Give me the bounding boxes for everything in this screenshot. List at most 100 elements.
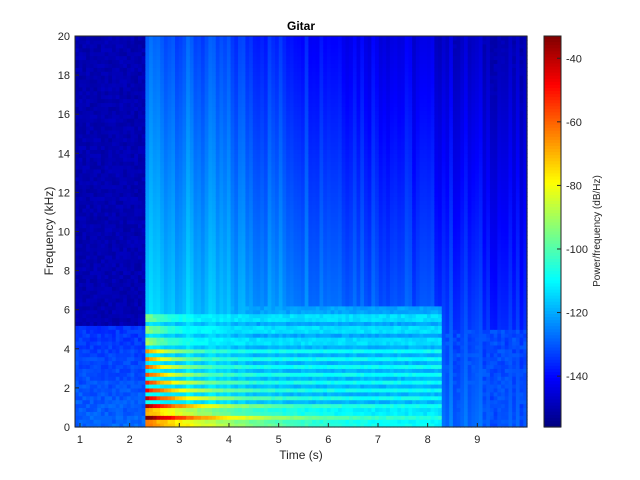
spectrogram-cell (123, 168, 128, 174)
spectrogram-cell (93, 141, 98, 147)
spectrogram-cell (145, 172, 150, 178)
spectrogram-cell (212, 145, 217, 150)
spectrogram-cell (78, 129, 83, 135)
spectrogram-cell (219, 239, 224, 244)
spectrogram-cell (104, 71, 109, 76)
spectrogram-cell (97, 215, 102, 221)
spectrogram-cell (97, 239, 102, 244)
spectrogram-cell (212, 266, 217, 272)
spectrogram-cell (78, 387, 83, 393)
spectrogram-cell (104, 415, 109, 420)
spectrogram-cell (241, 270, 247, 276)
spectrogram-cell (163, 313, 169, 319)
spectrogram-cell (252, 59, 258, 64)
spectrogram-cell (182, 223, 187, 229)
spectrogram-cell (204, 235, 209, 240)
spectrogram-cell (104, 407, 109, 412)
spectrogram-cell (200, 325, 206, 330)
spectrogram-cell (200, 63, 206, 68)
spectrogram-cell (97, 415, 102, 420)
spectrogram-cell (226, 141, 232, 147)
spectrogram-cell (78, 51, 83, 57)
spectrogram-cell (226, 309, 232, 315)
spectrogram-cell (115, 297, 121, 303)
spectrogram-cell (256, 192, 261, 197)
spectrogram-cell (245, 258, 250, 264)
spectrogram-cell (141, 59, 146, 64)
spectrogram-cell (167, 129, 172, 135)
spectrogram-cell (182, 153, 187, 158)
spectrogram-cell (200, 161, 206, 166)
spectrogram-cell (100, 399, 106, 405)
spectrogram-cell (212, 82, 217, 88)
spectrogram-cell (226, 133, 232, 139)
spectrogram-cell (186, 188, 191, 193)
spectrogram-cell (152, 36, 158, 41)
spectrogram-cell (97, 395, 102, 401)
spectrogram-cell (175, 333, 180, 338)
spectrogram-cell (119, 39, 124, 45)
spectrogram-cell (141, 286, 146, 291)
spectrogram-cell (152, 51, 158, 57)
spectrogram-cell (249, 223, 254, 229)
spectrogram-cell (178, 251, 184, 256)
spectrogram-cell (193, 106, 198, 111)
spectrogram-cell (123, 391, 128, 397)
spectrogram-cell (104, 305, 109, 311)
spectrogram-cell (160, 153, 165, 158)
spectrogram-cell (252, 297, 258, 303)
spectrogram-cell (108, 79, 113, 84)
spectrogram-cell (86, 352, 91, 358)
spectrogram-cell (112, 86, 117, 92)
spectrogram-cell (175, 294, 180, 299)
spectrogram-cell (163, 321, 169, 326)
spectrogram-cell (126, 270, 132, 276)
spectrogram-cell (241, 114, 247, 119)
spectrogram-cell (137, 294, 143, 299)
spectrogram-cell (145, 63, 150, 68)
spectrogram-cell (182, 368, 187, 373)
spectrogram-cell (178, 47, 184, 53)
spectrogram-cell (204, 211, 209, 217)
spectrogram-cell (249, 176, 254, 182)
spectrogram-cell (212, 231, 217, 237)
spectrogram-cell (126, 157, 132, 162)
spectrogram-cell (156, 176, 161, 182)
spectrogram-cell (108, 282, 113, 287)
spectrogram-cell (182, 360, 187, 366)
spectrogram-cell (204, 411, 209, 416)
spectrogram-cell (156, 51, 161, 57)
spectrogram-cell (193, 391, 198, 397)
spectrogram-cell (149, 399, 154, 405)
spectrogram-cell (86, 387, 91, 393)
spectrogram-cell (145, 270, 150, 276)
spectrogram-cell (86, 258, 91, 264)
spectrogram-cell (208, 39, 213, 45)
spectrogram-cell (252, 192, 258, 197)
spectrogram-cell (256, 360, 261, 366)
spectrogram-cell (78, 219, 83, 225)
spectrogram-cell (186, 399, 191, 405)
spectrogram-cell (130, 192, 135, 197)
spectrogram-cell (86, 79, 91, 84)
spectrogram-cell (197, 391, 202, 397)
spectrogram-cell (175, 110, 180, 115)
spectrogram-cell (245, 110, 250, 115)
spectrogram-cell (193, 321, 198, 326)
spectrogram-cell (215, 348, 221, 354)
spectrogram-cell (104, 368, 109, 373)
spectrogram-cell (149, 133, 154, 139)
spectrogram-cell (145, 43, 150, 49)
spectrogram-cell (234, 317, 239, 323)
spectrogram-cell (126, 411, 132, 416)
spectrogram-cell (197, 219, 202, 225)
spectrogram-cell (182, 297, 187, 303)
spectrogram-cell (141, 153, 146, 158)
spectrogram-cell (89, 317, 95, 323)
spectrogram-cell (119, 297, 124, 303)
spectrogram-cell (182, 118, 187, 123)
spectrogram-cell (104, 321, 109, 326)
spectrogram-cell (130, 184, 135, 190)
spectrogram-cell (156, 90, 161, 96)
spectrogram-cell (126, 415, 132, 420)
